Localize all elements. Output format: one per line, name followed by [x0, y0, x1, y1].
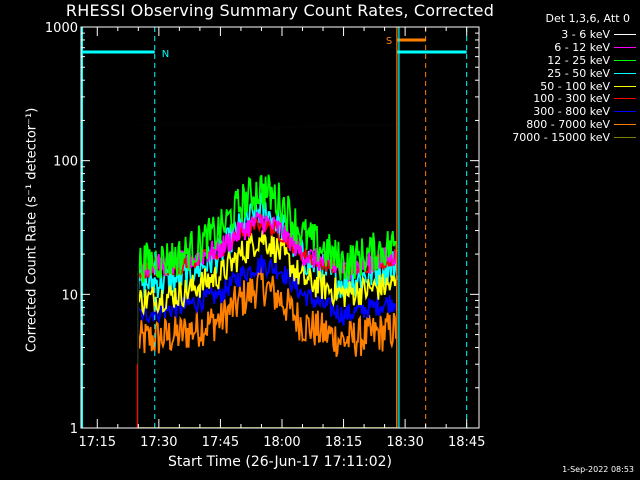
legend-swatch: [614, 137, 636, 139]
legend-header: Det 1,3,6, Att 0: [545, 12, 630, 25]
x-tick-label: 17:15: [79, 435, 116, 450]
legend-item: 800 - 7000 keV: [474, 118, 638, 131]
annotation-label: S: [386, 36, 392, 47]
legend-swatch: [614, 111, 636, 113]
series-line: [138, 122, 398, 130]
legend-swatch: [614, 46, 636, 48]
legend-swatch: [614, 98, 636, 100]
chart-title: RHESSI Observing Summary Count Rates, Co…: [65, 1, 495, 20]
legend-item-label: 50 - 100 keV: [540, 79, 610, 93]
legend-item-label: 7000 - 15000 keV: [512, 131, 610, 145]
legend-swatch: [614, 85, 636, 87]
legend-item: 12 - 25 keV: [474, 54, 638, 67]
series-line: [137, 254, 398, 326]
y-axis-label: Corrected Count Rate (s⁻¹ detector⁻¹): [24, 107, 40, 353]
legend-item-label: 25 - 50 keV: [547, 66, 610, 80]
legend-item: 50 - 100 keV: [474, 80, 638, 93]
x-tick-label: 17:45: [202, 435, 239, 450]
legend-item: 100 - 300 keV: [474, 92, 638, 105]
x-tick-label: 18:00: [263, 435, 300, 450]
legend-swatch: [614, 124, 636, 126]
annotation-label: N: [162, 49, 169, 60]
annotation-layer: NS: [81, 27, 468, 428]
legend-item-label: 300 - 800 keV: [533, 105, 610, 119]
y-tick-label: 1: [70, 422, 78, 437]
legend-item-label: 100 - 300 keV: [533, 92, 610, 106]
legend-item: 3 - 6 keV: [474, 28, 638, 41]
legend-swatch: [614, 33, 636, 35]
y-tick-label: 10: [61, 288, 78, 303]
x-tick-label: 18:30: [386, 435, 423, 450]
y-tick-label: 1000: [45, 21, 78, 36]
series-line: [137, 174, 398, 284]
legend-item: 300 - 800 keV: [474, 105, 638, 118]
legend-item-label: 800 - 7000 keV: [526, 118, 610, 132]
legend-item-label: 3 - 6 keV: [561, 27, 610, 41]
axis-layer: 17:15 17:30 17:45 18:00 18:15 18:30 18:45 1 10 10…: [45, 21, 486, 450]
y-tick-label: 100: [53, 155, 78, 170]
legend-item: 25 - 50 keV: [474, 67, 638, 80]
footer-timestamp: 1-Sep-2022 08:53: [562, 465, 634, 474]
x-tick-label: 18:45: [448, 435, 485, 450]
plot-frame: [80, 26, 480, 429]
x-axis-label: Start Time (26-Jun-17 17:11:02): [168, 454, 392, 470]
series-line: [137, 230, 398, 317]
legend-rows: 3 - 6 keV 6 - 12 keV 12 - 25 keV 25 - 50 ke…: [474, 28, 638, 144]
legend-item: 7000 - 15000 keV: [474, 131, 638, 144]
series-line: [137, 264, 398, 358]
x-tick-label: 18:15: [325, 435, 362, 450]
data-layer: [136, 122, 398, 428]
legend-swatch: [614, 59, 636, 61]
legend-item-label: 6 - 12 keV: [554, 40, 610, 54]
legend-item-label: 12 - 25 keV: [547, 53, 610, 67]
x-tick-label: 17:30: [140, 435, 177, 450]
legend: Det 1,3,6, Att 0 3 - 6 keV 6 - 12 keV 12 -…: [474, 12, 638, 144]
legend-swatch: [614, 72, 636, 74]
legend-item: 6 - 12 keV: [474, 41, 638, 54]
